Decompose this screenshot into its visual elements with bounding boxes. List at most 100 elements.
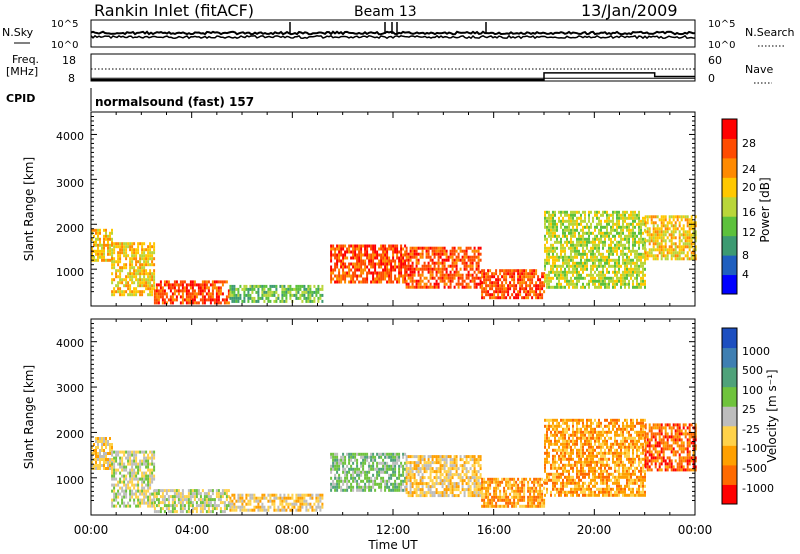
echo-cell (405, 270, 408, 274)
echo-cell (167, 504, 170, 508)
echo-cell (183, 286, 186, 290)
echo-cell (564, 273, 566, 277)
echo-cell (263, 493, 266, 497)
echo-cell (477, 476, 480, 480)
echo-cell (376, 461, 379, 465)
echo-cell (332, 277, 335, 281)
echo-cell (634, 270, 636, 274)
echo-cell (533, 269, 536, 273)
echo-cell (437, 467, 440, 471)
echo-cell (229, 499, 232, 503)
echo-cell (231, 493, 234, 497)
echo-cell (103, 455, 105, 458)
echo-cell (552, 216, 554, 220)
echo-cell (618, 219, 620, 223)
echo-cell (115, 242, 118, 246)
echo-cell (313, 290, 316, 294)
echo-cell (223, 489, 226, 493)
echo-cell (129, 492, 132, 496)
echo-cell (572, 267, 574, 271)
echo-cell (411, 249, 414, 253)
echo-cell (537, 504, 540, 508)
echo-cell (338, 467, 341, 471)
echo-cell (386, 280, 389, 284)
echo-cell (612, 216, 614, 220)
echo-cell (400, 256, 403, 260)
echo-cell (115, 245, 118, 249)
echo-cell (151, 275, 154, 279)
echo-cell (517, 293, 520, 297)
echo-cell (457, 285, 460, 289)
echo-cell (151, 245, 154, 249)
echo-cell (133, 254, 136, 258)
echo-cell (445, 473, 448, 477)
echo-cell (493, 492, 496, 496)
echo-cell (626, 225, 628, 229)
echo-cell (344, 488, 347, 492)
echo-cell (511, 495, 514, 499)
echo-cell (336, 244, 339, 248)
echo-cell (519, 281, 522, 285)
echo-cell (153, 510, 156, 514)
echo-cell (574, 246, 576, 250)
echo-cell (205, 495, 208, 499)
echo-cell (618, 213, 620, 217)
echo-cell (368, 467, 371, 471)
echo-cell (421, 476, 424, 480)
echo-cell (560, 240, 562, 244)
echo-cell (469, 485, 472, 489)
echo-cell (239, 493, 242, 497)
echo-cell (171, 510, 174, 514)
echo-cell (439, 458, 442, 462)
echo-cell (612, 279, 614, 283)
echo-cell (477, 482, 480, 486)
echo-cell (517, 269, 520, 273)
echo-cell (303, 287, 306, 291)
echo-cell (402, 256, 405, 260)
echo-cell (616, 222, 618, 226)
echo-cell (650, 215, 653, 219)
echo-cell (225, 492, 228, 496)
echo-cell (225, 495, 228, 499)
echo-cell (307, 293, 310, 297)
echo-cell (465, 261, 468, 265)
echo-cell (185, 510, 188, 514)
echo-cell (229, 496, 232, 500)
echo-cell (517, 290, 520, 294)
echo-cell (346, 485, 349, 489)
echo-cell (358, 259, 361, 263)
echo-cell (374, 277, 377, 281)
echo-cell (111, 498, 114, 502)
echo-cell (169, 283, 172, 287)
date-title: 13/Jan/2009 (581, 1, 678, 20)
echo-cell (459, 276, 462, 280)
echo-cell (390, 244, 393, 248)
echo-cell (173, 495, 176, 499)
echo-cell (445, 455, 448, 459)
echo-cell (151, 492, 154, 496)
echo-cell (95, 437, 97, 440)
echo-cell (602, 231, 604, 235)
echo-cell (362, 479, 365, 483)
echo-cell (511, 504, 514, 508)
echo-cell (113, 489, 116, 493)
echo-cell (143, 284, 146, 288)
echo-cell (131, 477, 134, 481)
echo-cell (117, 290, 120, 294)
echo-cell (529, 287, 532, 291)
echo-cell (91, 228, 93, 232)
echo-cell (330, 259, 333, 263)
echo-cell (380, 452, 383, 456)
echo-cell (598, 228, 600, 232)
echo-cell (350, 244, 353, 248)
echo-cell (368, 470, 371, 474)
echo-cell (640, 258, 642, 262)
echo-cell (199, 292, 202, 296)
echo-cell (143, 474, 146, 478)
echo-cell (358, 467, 361, 471)
echo-cell (417, 252, 420, 256)
echo-cell (592, 246, 594, 250)
echo-cell (453, 482, 456, 486)
echo-cell (360, 259, 363, 263)
echo-cell (147, 459, 150, 463)
